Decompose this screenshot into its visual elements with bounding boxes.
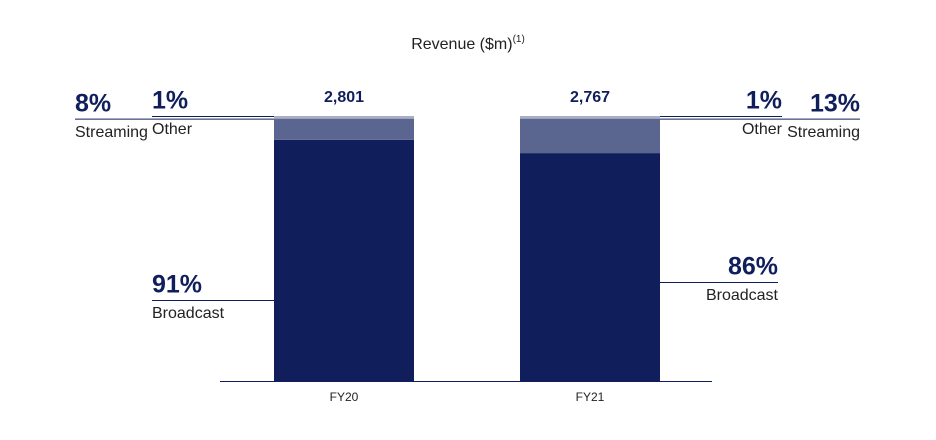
- segment-value-label: 1%: [152, 87, 188, 115]
- x-tick-label: FY21: [576, 390, 605, 404]
- chart-title: Revenue ($m)(1): [411, 34, 525, 54]
- segment-name-label: Streaming: [75, 124, 148, 141]
- segment-value-label: 91%: [152, 271, 202, 299]
- total-label: 2,801: [324, 89, 364, 106]
- bar-segment: [274, 116, 414, 119]
- bar-segment: [274, 139, 414, 381]
- segment-name-label: Broadcast: [706, 287, 779, 304]
- bar-segment: [520, 118, 660, 154]
- bar-segment: [520, 116, 660, 119]
- total-label: 2,767: [570, 89, 610, 106]
- segment-name-label: Other: [152, 121, 193, 138]
- segment-value-label: 86%: [728, 253, 778, 281]
- x-tick-label: FY20: [330, 390, 359, 404]
- segment-value-label: 8%: [75, 89, 111, 117]
- segment-name-label: Other: [742, 121, 783, 138]
- title-text: Revenue ($m): [411, 36, 512, 53]
- segment-name-label: Broadcast: [152, 305, 225, 322]
- title-note: (1): [513, 34, 525, 45]
- segment-name-label: Streaming: [787, 124, 860, 141]
- segment-value-label: 13%: [810, 89, 860, 117]
- bar-segment: [520, 153, 660, 381]
- segment-value-label: 1%: [746, 87, 782, 115]
- bar-segment: [274, 118, 414, 140]
